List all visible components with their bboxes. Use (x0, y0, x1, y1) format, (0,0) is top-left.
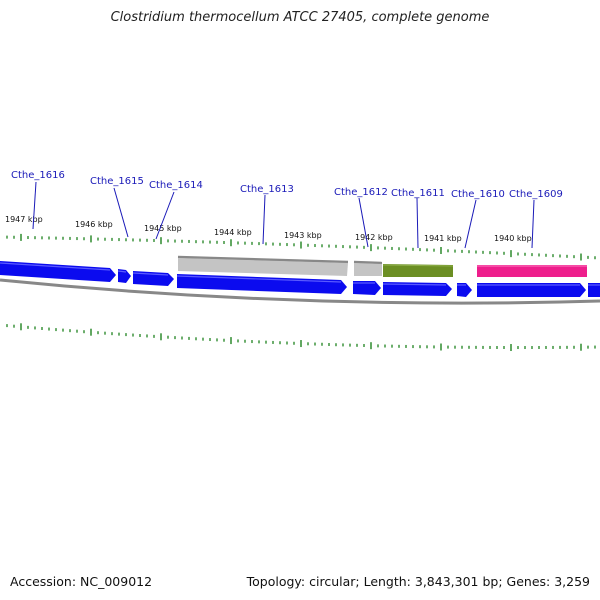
grey-track-line (177, 255, 349, 264)
kbp-label-1947: 1947 kbp (5, 215, 43, 224)
gene-arrow-cthe-1616[interactable] (0, 261, 116, 282)
leader-line-cthe-1611 (416, 197, 419, 249)
gene-arrow-edge[interactable] (588, 283, 600, 297)
kbp-label-1944: 1944 kbp (214, 228, 252, 237)
feature-pink-1609[interactable] (477, 265, 587, 277)
gene-arrow-cthe-1615[interactable] (118, 269, 131, 283)
gene-label-cthe-1612[interactable]: Cthe_1612 (334, 187, 388, 198)
kbp-label-1941: 1941 kbp (424, 234, 462, 243)
leader-line-cthe-1609 (531, 199, 535, 249)
grey-features (178, 258, 382, 276)
map-title: Clostridium thermocellum ATCC 27405, com… (110, 10, 490, 25)
outer-tick-marks (6, 233, 596, 261)
gene-highlight (0, 262, 600, 286)
feature-grey-1612[interactable] (354, 263, 382, 276)
gene-label-cthe-1616[interactable]: Cthe_1616 (11, 170, 65, 181)
gene-labels: Cthe_1616 Cthe_1615 Cthe_1614 Cthe_1613 … (11, 170, 563, 200)
gene-label-cthe-1609[interactable]: Cthe_1609 (509, 189, 563, 200)
kbp-label-1943: 1943 kbp (284, 231, 322, 240)
leader-line-cthe-1615 (113, 187, 129, 238)
leader-line-cthe-1612 (358, 197, 369, 248)
kbp-label-1942: 1942 kbp (355, 233, 393, 242)
kbp-labels: 1947 kbp 1946 kbp 1945 kbp 1944 kbp 1943… (5, 215, 532, 243)
leader-line-cthe-1610 (464, 199, 477, 249)
gene-label-cthe-1614[interactable]: Cthe_1614 (149, 180, 203, 191)
gene-arrow-cthe-1610[interactable] (457, 283, 472, 297)
feature-green-highlight (382, 264, 454, 267)
leader-line-cthe-1614 (155, 191, 175, 240)
grey-track-line-short (353, 260, 383, 265)
genome-summary-text: Topology: circular; Length: 3,843,301 bp… (246, 574, 590, 589)
gene-arrow-cthe-1613[interactable] (177, 274, 347, 294)
kbp-label-1945: 1945 kbp (144, 224, 182, 233)
kbp-label-1946: 1946 kbp (75, 220, 113, 229)
kbp-label-1940: 1940 kbp (494, 234, 532, 243)
gene-label-cthe-1615[interactable]: Cthe_1615 (90, 176, 144, 187)
gene-label-cthe-1613[interactable]: Cthe_1613 (240, 184, 294, 195)
gene-arrow-cthe-1612[interactable] (353, 281, 381, 295)
leader-line-cthe-1613 (262, 194, 266, 245)
forward-genes (0, 261, 600, 297)
gene-label-cthe-1611[interactable]: Cthe_1611 (391, 188, 445, 199)
feature-green-1611[interactable] (383, 264, 453, 277)
leader-line-cthe-1616 (32, 181, 37, 230)
inner-tick-marks (6, 323, 596, 352)
gene-arrow-cthe-1609[interactable] (477, 283, 586, 297)
gene-label-cthe-1610[interactable]: Cthe_1610 (451, 189, 505, 200)
label-leader-lines (32, 181, 535, 249)
gene-arrow-cthe-1611[interactable] (383, 282, 452, 296)
feature-grey-1613[interactable] (178, 258, 348, 276)
accession-text: Accession: NC_009012 (10, 574, 153, 589)
genome-backbone (0, 278, 600, 305)
